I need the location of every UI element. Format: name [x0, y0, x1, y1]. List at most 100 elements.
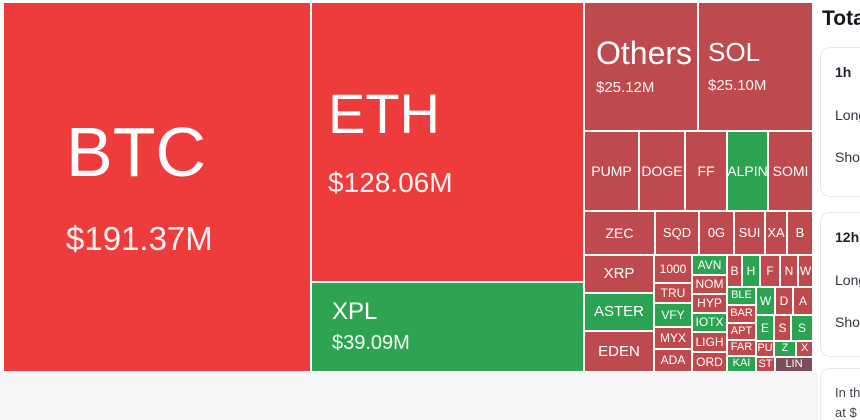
treemap-tile-b-2[interactable]: B — [728, 256, 741, 286]
treemap-tile-e[interactable]: E — [757, 316, 773, 340]
tile-symbol: LIN — [785, 358, 803, 370]
note-line: at $ — [835, 405, 857, 420]
treemap-tile-alpin[interactable]: ALPIN — [728, 132, 767, 210]
treemap-tile-avn[interactable]: AVN — [693, 256, 726, 274]
tile-symbol: ORD — [696, 354, 723, 369]
treemap-tile-pump[interactable]: PUMP — [585, 132, 638, 210]
treemap-tile-nom[interactable]: NOM — [693, 276, 726, 293]
treemap-tile-0g[interactable]: 0G — [700, 212, 733, 254]
tile-symbol: ASTER — [593, 303, 644, 321]
tile-symbol: IOTX — [695, 315, 724, 330]
treemap-tile-lin[interactable]: LIN — [776, 358, 812, 371]
treemap-tile-pu[interactable]: PU — [757, 342, 773, 356]
treemap-tile-a[interactable]: A — [794, 288, 812, 314]
treemap-tile-apt[interactable]: APT — [728, 324, 755, 339]
tile-symbol: N — [784, 263, 794, 278]
liquidation-card-1h: 1h Long Short — [820, 47, 860, 197]
tile-symbol: ALPIN — [728, 162, 767, 179]
tile-symbol: APT — [730, 324, 753, 337]
tile-symbol: Z — [781, 342, 789, 355]
tile-symbol: XPL — [332, 298, 378, 326]
treemap-tile-ada[interactable]: ADA — [655, 350, 691, 371]
treemap-tile-x[interactable]: X — [797, 342, 812, 356]
treemap-tile-far[interactable]: FAR — [728, 341, 755, 355]
tile-symbol: X — [800, 342, 809, 355]
tile-symbol: 0G — [707, 225, 726, 241]
tile-symbol: H — [746, 263, 756, 278]
tile-symbol: PU — [757, 342, 773, 355]
tile-symbol: DOGE — [641, 162, 683, 179]
tile-value: $25.12M — [596, 79, 655, 97]
long-liquidations-label: Long — [835, 107, 860, 123]
tile-symbol: PUMP — [591, 162, 632, 179]
tile-symbol: FAR — [730, 341, 753, 354]
treemap-tile-btc[interactable]: BTC $191.37M — [4, 3, 310, 371]
tile-symbol: SOMI — [772, 162, 809, 179]
treemap-tile-xpl[interactable]: XPL $39.09M — [312, 283, 583, 371]
treemap-tile-n[interactable]: N — [781, 256, 797, 286]
tile-symbol: HYP — [697, 296, 722, 311]
liquidation-card-12h: 12h Long Short — [820, 212, 860, 357]
treemap-tile-bar[interactable]: BAR — [728, 306, 755, 322]
treemap-tile-ligh[interactable]: LIGH — [693, 333, 726, 351]
tile-symbol: BLE — [731, 289, 752, 302]
tile-symbol: SUI — [738, 225, 761, 241]
tile-symbol: ZEC — [605, 224, 634, 241]
tile-symbol: MYX — [659, 330, 686, 345]
treemap-tile-z[interactable]: Z — [775, 342, 795, 356]
tile-symbol: ETH — [328, 81, 440, 145]
summary-note-card: In the past at $ — [820, 368, 860, 420]
tile-symbol: B — [730, 263, 739, 278]
tile-symbol: E — [760, 320, 769, 335]
treemap-tile-f[interactable]: F — [761, 256, 779, 286]
short-liquidations-label: Short — [835, 149, 860, 165]
treemap-tile-ff[interactable]: FF — [686, 132, 726, 210]
tile-symbol: AVN — [697, 257, 722, 272]
treemap-tile-eden[interactable]: EDEN — [585, 332, 653, 371]
treemap-tile-hyp[interactable]: HYP — [693, 295, 726, 312]
note-line: In the past — [835, 385, 860, 400]
treemap-tile-xrp[interactable]: XRP — [585, 256, 653, 292]
tile-symbol: FF — [697, 162, 715, 179]
treemap-tile-ble[interactable]: BLE — [728, 288, 755, 304]
tile-symbol: SOL — [708, 37, 761, 68]
tile-symbol: S — [797, 320, 806, 335]
treemap-tile-d[interactable]: D — [776, 288, 792, 314]
treemap-tile-1000[interactable]: 1000 — [655, 256, 691, 282]
tile-symbol: XRP — [603, 265, 635, 283]
treemap-tile-s-2[interactable]: S — [792, 316, 812, 340]
treemap-tile-w-1[interactable]: W — [799, 256, 812, 286]
treemap-tile-vfy[interactable]: VFY — [655, 304, 691, 326]
treemap-tile-kai[interactable]: KAI — [728, 357, 755, 371]
treemap-tile-iotx[interactable]: IOTX — [693, 314, 726, 331]
tile-symbol: B — [795, 225, 805, 241]
tile-symbol: TRU — [660, 285, 686, 300]
tile-symbol: KAI — [732, 357, 751, 370]
treemap-tile-sol[interactable]: SOL $25.10M — [699, 3, 812, 130]
treemap-tile-h[interactable]: H — [743, 256, 759, 286]
card-period: 12h — [835, 229, 860, 245]
treemap-tile-ord[interactable]: ORD — [693, 353, 726, 371]
treemap-tile-eth[interactable]: ETH $128.06M — [312, 3, 583, 281]
tile-symbol: A — [798, 293, 807, 308]
treemap-tile-zec[interactable]: ZEC — [585, 212, 654, 254]
treemap-tile-st[interactable]: ST — [757, 358, 774, 371]
treemap-tile-myx[interactable]: MYX — [655, 328, 691, 348]
tile-symbol: SQD — [662, 225, 692, 241]
treemap-tile-tru[interactable]: TRU — [655, 284, 691, 302]
tile-value: $39.09M — [332, 331, 410, 354]
treemap-tile-others[interactable]: Others $25.12M — [585, 3, 697, 130]
treemap-tile-sqd[interactable]: SQD — [656, 212, 698, 254]
long-liquidations-label: Long — [835, 272, 860, 288]
treemap-tile-sui[interactable]: SUI — [735, 212, 764, 254]
treemap-tile-somi[interactable]: SOMI — [769, 132, 812, 210]
tile-symbol: BTC — [66, 113, 206, 192]
tile-symbol: 1000 — [659, 261, 687, 276]
treemap-tile-w-2[interactable]: W — [757, 288, 774, 314]
treemap-tile-doge[interactable]: DOGE — [640, 132, 684, 210]
treemap-tile-aster[interactable]: ASTER — [585, 294, 653, 330]
treemap-tile-xa[interactable]: XA — [766, 212, 786, 254]
treemap-tile-b-1[interactable]: B — [788, 212, 812, 254]
treemap-tile-s-1[interactable]: S — [775, 316, 790, 340]
tile-symbol: ST — [758, 358, 773, 370]
